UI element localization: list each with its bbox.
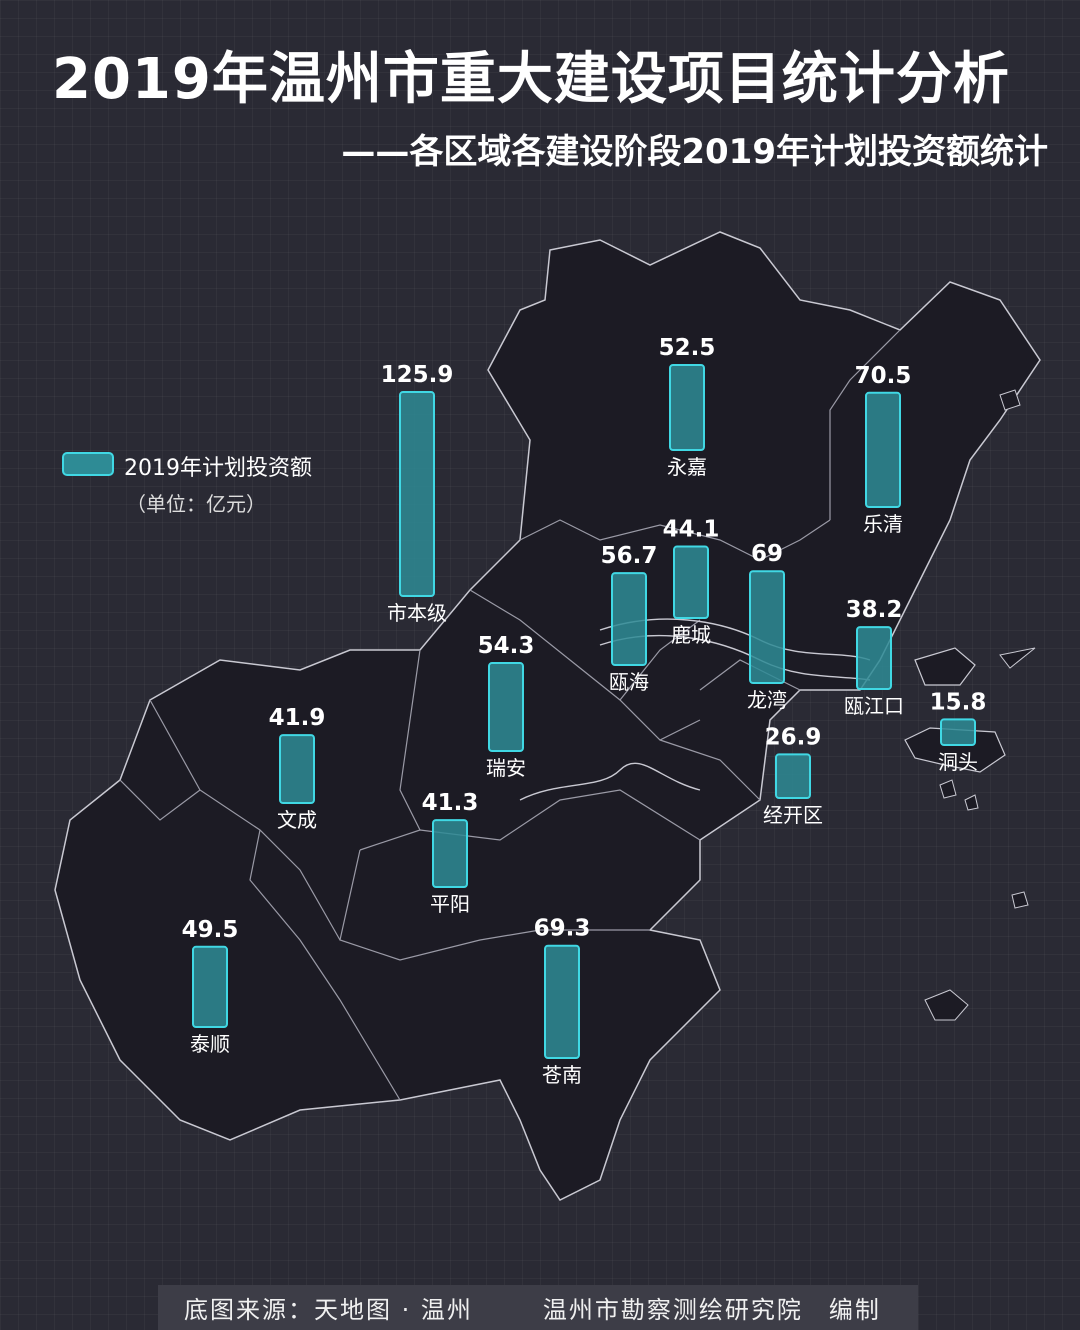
value-label-14: 69.3 — [534, 916, 591, 942]
bar-1 — [399, 391, 435, 597]
legend-unit: （单位：亿元） — [126, 492, 266, 516]
boundary-line — [119, 779, 201, 821]
bar-11 — [279, 734, 315, 805]
bar-5 — [611, 572, 647, 666]
district-label-11: 文成 — [277, 808, 317, 832]
footer-org: 温州市勘察测绘研究院 — [542, 1296, 803, 1324]
district-label-13: 泰顺 — [190, 1032, 230, 1056]
boundary-line — [359, 789, 701, 851]
legend-swatch — [62, 452, 114, 476]
district-label-4: 鹿城 — [671, 623, 711, 647]
value-label-1: 125.9 — [381, 362, 454, 388]
value-label-13: 49.5 — [182, 917, 239, 943]
bar-2 — [669, 363, 705, 452]
small-island — [1011, 891, 1029, 909]
bar-14 — [544, 944, 580, 1060]
district-label-5: 瓯海 — [609, 670, 649, 694]
value-label-10: 26.9 — [765, 724, 822, 750]
boundary-line — [469, 589, 701, 741]
boundary-line — [519, 519, 831, 561]
legend-label: 2019年计划投资额 — [124, 456, 312, 481]
small-island — [999, 647, 1036, 669]
bar-13 — [192, 945, 228, 1028]
footer-source: 底图来源：天地图 · 温州 — [184, 1296, 473, 1324]
bar-7 — [856, 626, 892, 691]
value-label-3: 70.5 — [855, 363, 912, 389]
map-outline — [54, 231, 1041, 1201]
investment-bars: 125.9 市本级 52.5 永嘉 70.5 乐清 44.1 鹿城 56.7 瓯海 69 龙湾 38.2… — [182, 335, 987, 1087]
district-label-12: 平阳 — [430, 892, 470, 916]
river-line — [519, 762, 701, 801]
value-label-6: 69 — [751, 541, 783, 567]
boundary-line — [249, 829, 401, 1101]
district-label-1: 市本级 — [387, 601, 447, 625]
value-label-5: 56.7 — [601, 543, 658, 569]
bar-6 — [749, 570, 785, 684]
district-label-3: 乐清 — [863, 512, 903, 536]
value-label-12: 41.3 — [422, 790, 479, 816]
small-island — [964, 794, 979, 811]
district-label-8: 洞头 — [938, 750, 978, 774]
bar-12 — [432, 819, 468, 888]
value-label-4: 44.1 — [663, 517, 720, 543]
boundary-line — [399, 649, 421, 831]
district-label-10: 经开区 — [763, 803, 823, 827]
district-label-6: 龙湾 — [747, 688, 787, 712]
bar-4 — [673, 545, 709, 619]
bar-10 — [775, 753, 811, 799]
bar-3 — [865, 391, 901, 509]
boundary-line — [339, 849, 650, 961]
footer-edit: 编制 — [828, 1296, 881, 1324]
value-label-8: 15.8 — [930, 689, 987, 715]
boundary-line — [619, 619, 701, 701]
bar-9 — [488, 662, 524, 752]
bar-8 — [940, 718, 976, 746]
dongtou-island — [914, 647, 976, 686]
district-boundaries — [119, 329, 901, 1101]
small-island — [924, 989, 969, 1021]
small-island — [999, 389, 1021, 411]
district-label-7: 瓯江口 — [844, 694, 904, 718]
page-subtitle: ——各区域各建设阶段2019年计划投资额统计 — [341, 132, 1048, 172]
footer-bar: 底图来源：天地图 · 温州 温州市勘察测绘研究院 编制 — [158, 1285, 918, 1330]
district-label-2: 永嘉 — [667, 455, 707, 479]
value-label-7: 38.2 — [846, 597, 903, 623]
page-title: 2019年温州市重大建设项目统计分析 — [52, 47, 1010, 112]
district-label-14: 苍南 — [542, 1063, 582, 1087]
boundary-line — [829, 329, 901, 520]
value-label-9: 54.3 — [478, 633, 535, 659]
value-label-2: 52.5 — [659, 335, 716, 361]
district-label-9: 瑞安 — [486, 756, 526, 780]
boundary-line — [659, 739, 761, 801]
value-label-11: 41.9 — [269, 705, 326, 731]
small-island — [939, 779, 957, 799]
